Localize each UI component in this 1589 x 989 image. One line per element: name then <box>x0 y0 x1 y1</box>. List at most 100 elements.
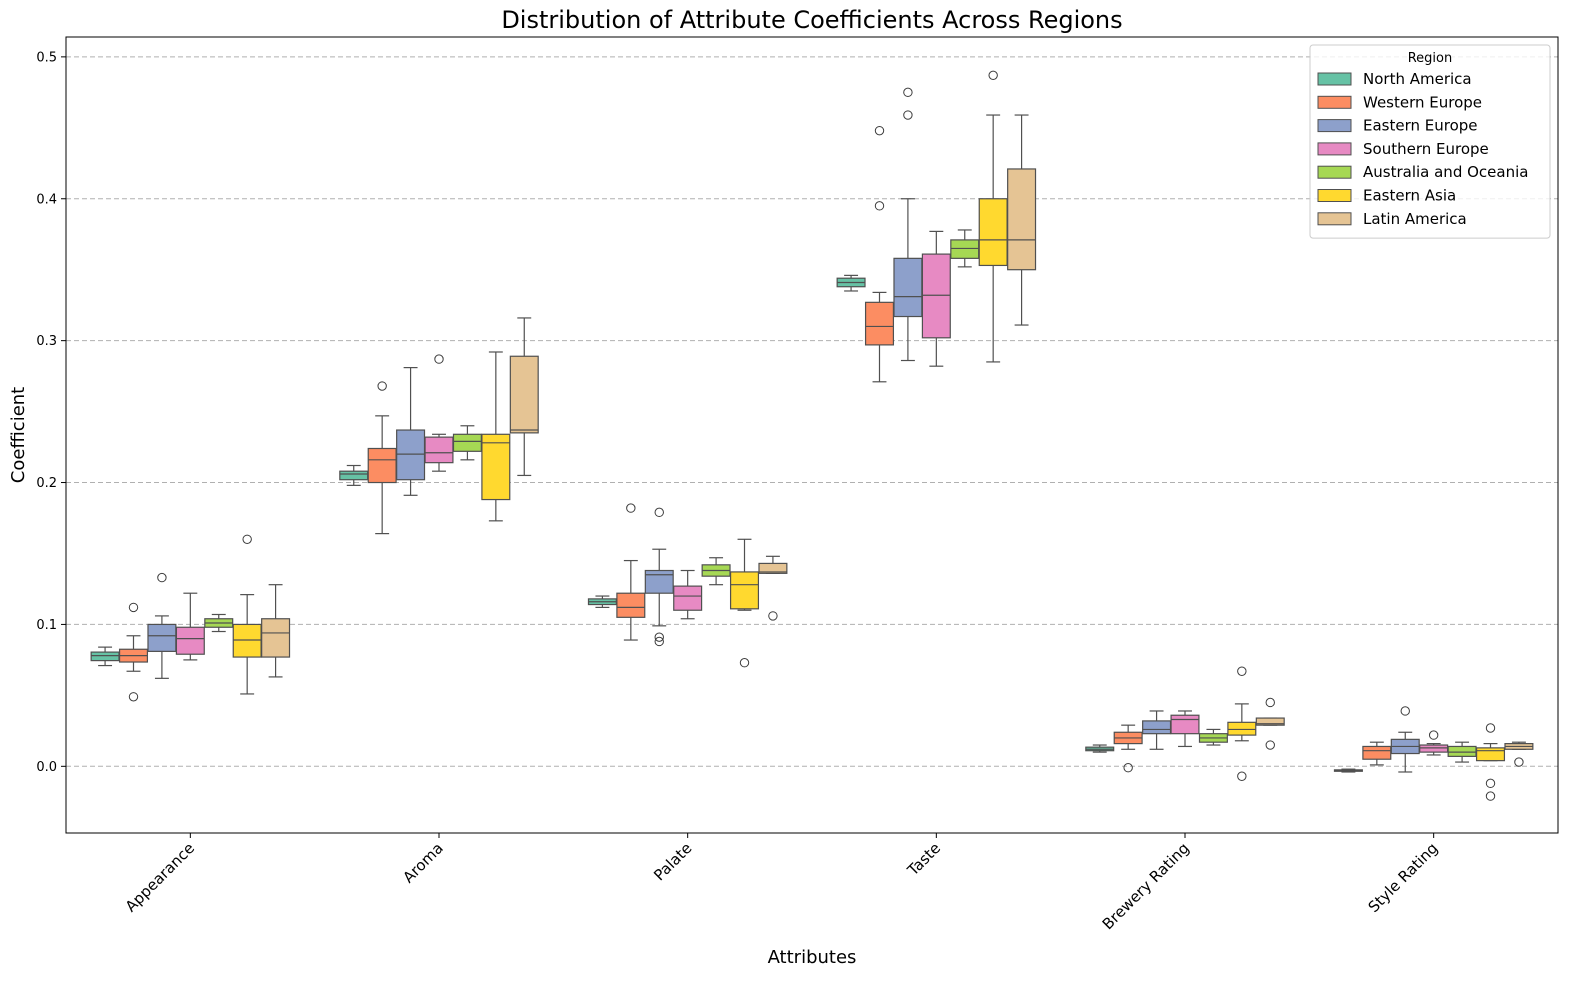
box-iqr <box>1170 714 1200 735</box>
y-axis: 0.0 0.1 0.2 0.3 0.4 0.5 <box>36 50 66 775</box>
outlier-point <box>434 354 444 364</box>
series-australia-and-oceania <box>204 229 1477 763</box>
box-iqr <box>509 355 539 434</box>
box-iqr <box>424 436 454 464</box>
legend: Region North America Western Europe Easter… <box>1309 44 1551 239</box>
box-aroma <box>452 425 482 461</box>
y-tick-label: 0.3 <box>36 334 57 349</box>
outlier-point <box>768 611 778 621</box>
box-brewery-rating <box>1142 710 1172 750</box>
box-brewery-rating <box>1085 744 1115 753</box>
outlier-point <box>1237 771 1247 781</box>
box-style-rating <box>1362 741 1392 766</box>
box-iqr <box>950 239 980 259</box>
box-iqr <box>452 433 482 452</box>
legend-swatch <box>1317 72 1352 86</box>
box-brewery-rating <box>1198 728 1228 746</box>
outlier-point <box>874 125 885 136</box>
y-axis-label: Coefficient <box>8 387 29 484</box>
legend-swatch <box>1317 142 1352 156</box>
box-iqr <box>367 447 397 484</box>
box-iqr <box>232 623 262 658</box>
box-iqr <box>339 470 369 481</box>
box-iqr <box>1255 717 1285 726</box>
box-brewery-rating <box>1170 710 1200 748</box>
box-appearance <box>147 572 177 679</box>
chart-title: Distribution of Attribute Coefficients A… <box>501 6 1122 34</box>
outlier-point <box>128 602 139 613</box>
legend-swatch <box>1317 212 1352 226</box>
outlier-point <box>1265 697 1275 708</box>
box-iqr <box>758 562 788 574</box>
box-brewery-rating <box>1255 697 1285 750</box>
box-aroma <box>509 317 539 477</box>
box-iqr <box>616 592 646 618</box>
outlier-point <box>988 70 998 81</box>
box-appearance <box>232 534 262 695</box>
box-iqr <box>893 257 923 318</box>
outlier-point <box>242 534 252 544</box>
box-taste <box>978 70 1008 363</box>
legend-entry-label: Australia and Oceania <box>1363 163 1528 181</box>
box-taste <box>950 229 980 268</box>
box-iqr <box>1007 168 1037 271</box>
outlier-point <box>654 507 664 518</box>
series-eastern-asia <box>232 70 1506 801</box>
box-aroma <box>396 367 426 496</box>
box-iqr <box>921 253 951 339</box>
box-iqr <box>644 569 674 594</box>
box-iqr <box>673 585 703 611</box>
legend-swatch <box>1317 119 1352 133</box>
box-style-rating <box>1475 723 1506 801</box>
y-tick-label: 0.2 <box>36 476 57 491</box>
y-tick-label: 0.4 <box>36 192 57 207</box>
legend-entry-label: Southern Europe <box>1363 140 1489 158</box>
outlier-point <box>1400 706 1410 716</box>
series-western-europe <box>118 125 1392 773</box>
outlier-point <box>1485 723 1496 733</box>
box-iqr <box>864 301 895 346</box>
box-aroma <box>367 381 397 535</box>
legend-title: Region <box>1408 51 1453 66</box>
box-brewery-rating <box>1113 724 1143 773</box>
legend-entry-label: Western Europe <box>1363 93 1482 111</box>
outlier-point <box>377 381 387 391</box>
box-iqr <box>90 651 120 662</box>
legend-entry-label: Eastern Europe <box>1363 117 1478 135</box>
plot-frame <box>65 36 1559 834</box>
outlier-point <box>157 572 167 583</box>
outlier-point <box>903 110 913 120</box>
box-aroma <box>424 354 454 472</box>
outlier-point <box>654 636 664 647</box>
y-tick-label: 0.0 <box>36 760 57 775</box>
box-palate <box>729 538 760 668</box>
box-iqr <box>1475 747 1506 762</box>
series-southern-europe <box>175 230 1449 756</box>
outlier-point <box>903 87 913 98</box>
box-iqr <box>729 571 760 610</box>
box-taste <box>1007 114 1037 326</box>
outlier-point <box>1514 757 1524 767</box>
outlier-point <box>1237 666 1247 676</box>
box-iqr <box>481 433 511 501</box>
legend-swatch <box>1317 189 1352 202</box>
box-style-rating <box>1390 706 1420 773</box>
legend-swatch <box>1317 165 1352 179</box>
box-aroma <box>481 351 511 522</box>
box-series-group <box>90 70 1534 801</box>
box-iqr <box>1362 745 1392 760</box>
box-iqr <box>261 618 291 658</box>
box-palate <box>701 557 731 586</box>
box-iqr <box>1419 744 1449 753</box>
outlier-point <box>654 632 664 642</box>
box-taste <box>836 274 866 292</box>
outlier-point <box>874 201 885 211</box>
box-iqr <box>175 626 205 655</box>
outlier-point <box>739 658 750 668</box>
box-palate <box>644 507 674 647</box>
outlier-point <box>1485 791 1496 801</box>
box-style-rating <box>1504 741 1534 767</box>
outlier-point <box>1428 730 1439 740</box>
box-appearance <box>118 602 149 702</box>
